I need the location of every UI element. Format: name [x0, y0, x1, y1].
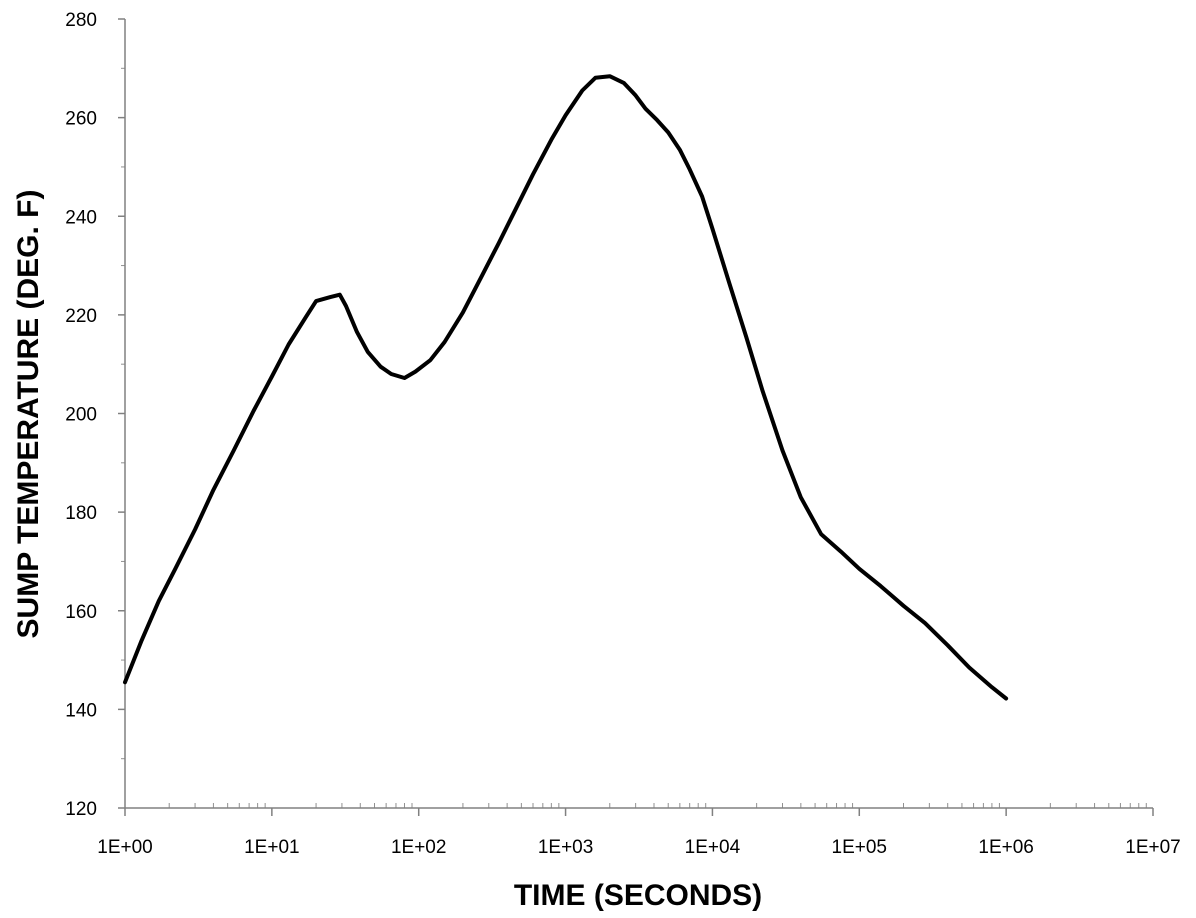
x-tick-label: 1E+02 — [391, 837, 446, 858]
y-axis-ticks — [118, 18, 125, 809]
x-tick-label: 1E+01 — [244, 837, 299, 858]
x-axis-title: TIME (SECONDS) — [514, 879, 762, 912]
y-tick-label: 260 — [65, 109, 97, 130]
y-tick-label: 140 — [65, 700, 97, 721]
y-axis-minor-ticks — [121, 67, 125, 760]
y-tick-label: 280 — [65, 10, 97, 31]
x-axis-ticks — [124, 808, 1154, 816]
y-axis-tick-labels: 120 140 160 180 200 220 240 260 280 — [65, 10, 97, 820]
y-tick-label: 200 — [65, 405, 97, 426]
x-tick-label: 1E+04 — [685, 837, 741, 858]
x-axis-minor-ticks — [168, 803, 1147, 808]
y-tick-label: 180 — [65, 503, 97, 524]
x-tick-label: 1E+03 — [538, 837, 593, 858]
x-tick-label: 1E+07 — [1125, 837, 1180, 858]
y-axis-title: SUMP TEMPERATURE (DEG. F) — [12, 190, 45, 639]
series-line — [123, 74, 1009, 701]
y-tick-label: 120 — [65, 799, 97, 820]
x-tick-label: 1E+05 — [832, 837, 887, 858]
y-tick-label: 220 — [65, 306, 97, 327]
x-tick-label: 1E+00 — [97, 837, 152, 858]
x-axis-tick-labels: 1E+00 1E+01 1E+02 1E+03 1E+04 1E+05 1E+06 1E+07 — [97, 837, 1180, 858]
x-tick-label: 1E+06 — [978, 837, 1033, 858]
series-layer — [123, 74, 1009, 701]
y-tick-label: 160 — [65, 602, 97, 623]
y-tick-label: 240 — [65, 207, 97, 228]
